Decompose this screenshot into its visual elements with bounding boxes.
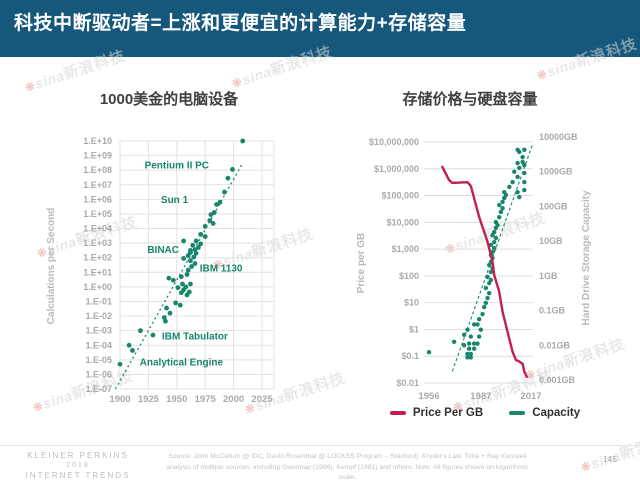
svg-text:1GB: 1GB (539, 271, 558, 281)
svg-text:1.E+03: 1.E+03 (83, 238, 112, 248)
brand-line-3: INTERNET TRENDS (25, 471, 131, 480)
svg-text:1.E+02: 1.E+02 (83, 253, 112, 263)
computers-chart-canvas: 1.E+10 1.E+09 1.E+08 1.E+07 1.E+06 1.E+05 1.E+… (46, 136, 275, 405)
sina-brand-text: sina (239, 63, 274, 88)
sina-brand-text: sina (544, 55, 579, 80)
svg-text:1.E+04: 1.E+04 (83, 224, 112, 234)
legend-item-capacity: Capacity (509, 407, 580, 419)
brand-line-2: 2018 (66, 462, 90, 469)
svg-text:10000GB: 10000GB (539, 132, 578, 142)
svg-text:1.E+07: 1.E+07 (83, 180, 112, 190)
brand-line-1: KLEINER PERKINS (27, 451, 129, 460)
svg-text:10GB: 10GB (539, 236, 563, 246)
svg-text:1900: 1900 (109, 394, 130, 405)
svg-text:$100,000: $100,000 (381, 191, 419, 201)
sina-watermark: ❋sina新浪科技 (578, 425, 640, 477)
svg-text:1.E+01: 1.E+01 (83, 267, 112, 277)
capacity-data-points (426, 147, 527, 360)
svg-text:Sun 1: Sun 1 (161, 195, 189, 206)
svg-text:0.001GB: 0.001GB (539, 375, 576, 385)
storage-chart-title: 存储价格与硬盘容量 (402, 91, 538, 108)
computers-chart-title: 1000美金的电脑设备 (99, 91, 239, 108)
svg-text:$10,000: $10,000 (386, 217, 419, 227)
svg-text:Pentium II PC: Pentium II PC (145, 161, 209, 172)
price-line-swatch (389, 411, 406, 415)
computers-grid (119, 140, 275, 390)
svg-text:IBM 1130: IBM 1130 (200, 263, 243, 274)
price-axis-title: Price per GB (356, 233, 367, 294)
svg-text:2025: 2025 (251, 394, 273, 405)
footer-divider (0, 445, 640, 446)
svg-text:1.E+09: 1.E+09 (83, 151, 112, 161)
slide-title: 科技中断驱动者=上涨和更便宜的计算能力+存储容量 (14, 13, 467, 34)
svg-text:1.E+08: 1.E+08 (83, 165, 112, 175)
storage-chart-legend: Price Per GB Capacity (330, 407, 640, 419)
svg-text:1.E+00: 1.E+00 (83, 282, 112, 292)
source-note: Source: John McCallum @ IDC, David Rosen… (166, 453, 529, 480)
storage-x-axis-labels: 1956 1987 2017 (418, 391, 541, 402)
svg-text:2000: 2000 (223, 394, 244, 405)
svg-text:1956: 1956 (418, 391, 439, 402)
svg-text:$0.1: $0.1 (401, 351, 419, 361)
svg-text:1925: 1925 (138, 394, 160, 405)
svg-text:1975: 1975 (195, 394, 217, 405)
svg-text:BINAC: BINAC (147, 245, 179, 256)
svg-text:1.E+10: 1.E+10 (83, 136, 112, 146)
svg-text:1.E-03: 1.E-03 (85, 326, 112, 336)
svg-text:100GB: 100GB (539, 201, 568, 211)
brand-logo: KLEINER PERKINS 2018 INTERNET TRENDS (8, 451, 148, 480)
svg-text:1.E+05: 1.E+05 (83, 209, 112, 219)
svg-text:$10,000,000: $10,000,000 (369, 137, 419, 147)
sina-logo-icon: ❋ (23, 78, 37, 96)
price-line (441, 165, 529, 379)
svg-text:$1: $1 (409, 324, 419, 334)
sina-logo-icon: ❋ (535, 66, 549, 84)
svg-text:1.E-05: 1.E-05 (85, 355, 112, 365)
capacity-trendline (451, 143, 534, 372)
svg-text:$10: $10 (404, 298, 419, 308)
svg-text:$1,000,000: $1,000,000 (374, 164, 419, 174)
page-number: 145 (602, 454, 618, 464)
svg-text:2017: 2017 (520, 391, 541, 402)
svg-text:0.1GB: 0.1GB (539, 306, 566, 316)
svg-text:$100: $100 (399, 271, 419, 281)
svg-text:0.01GB: 0.01GB (539, 340, 571, 350)
svg-text:1.E+06: 1.E+06 (83, 194, 112, 204)
svg-text:IBM Tabulator: IBM Tabulator (162, 331, 228, 342)
computers-annotations: Pentium II PC Sun 1 BINAC IBM 1130 IBM Tabul… (140, 161, 243, 369)
computers-y-axis-labels: 1.E+10 1.E+09 1.E+08 1.E+07 1.E+06 1.E+05 1.E+… (83, 136, 112, 394)
computers-y-axis-title: Calculations per Second (46, 208, 57, 325)
capacity-swatch (509, 411, 526, 415)
svg-text:1.E-04: 1.E-04 (85, 340, 112, 350)
storage-chart-canvas: $10,000,000 $1,000,000 $100,000 $10,000 $1,0… (356, 132, 592, 402)
svg-text:1987: 1987 (470, 391, 491, 402)
svg-text:1.E-02: 1.E-02 (85, 311, 112, 321)
svg-text:1.E-07: 1.E-07 (85, 384, 112, 394)
price-axis-labels: $10,000,000 $1,000,000 $100,000 $10,000 $1,0… (369, 137, 419, 388)
legend-label-price: Price Per GB (412, 407, 484, 419)
legend-item-price: Price Per GB (389, 407, 484, 419)
capacity-axis-labels: 10000GB 1000GB 100GB 10GB 1GB 0.1GB 0.01GB 0.00… (539, 132, 578, 385)
svg-text:Analytical Engine: Analytical Engine (140, 358, 224, 369)
svg-text:1000GB: 1000GB (539, 167, 573, 177)
svg-text:1.E-06: 1.E-06 (85, 369, 112, 379)
capacity-axis-title: Hard Drive Storage Capacity (581, 190, 592, 325)
computers-x-axis-labels: 1900 1925 1950 1975 2000 2025 (109, 394, 273, 405)
svg-text:1950: 1950 (166, 394, 187, 405)
svg-text:$0.01: $0.01 (396, 378, 419, 388)
legend-label-capacity: Capacity (532, 407, 581, 419)
title-bar: 科技中断驱动者=上涨和更便宜的计算能力+存储容量 (0, 0, 640, 57)
svg-text:$1,000: $1,000 (391, 244, 419, 254)
svg-text:1.E-01: 1.E-01 (85, 296, 112, 306)
computers-data-points (117, 138, 246, 367)
